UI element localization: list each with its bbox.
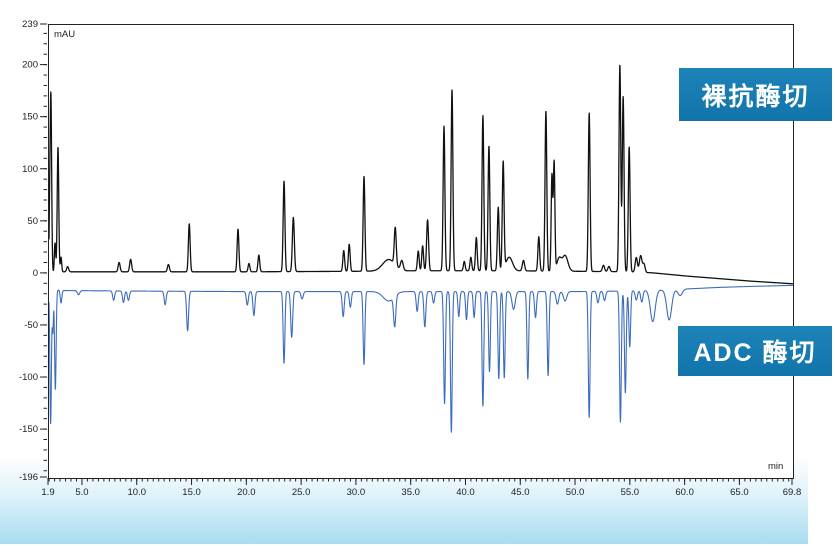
y-tick-label: 100 bbox=[22, 164, 38, 175]
traces-svg bbox=[49, 64, 793, 433]
y-tick-label: -100 bbox=[19, 372, 38, 383]
y-tick-label: 0 bbox=[33, 268, 38, 279]
y-tick-label: -150 bbox=[19, 424, 38, 435]
x-axis-unit-label: min bbox=[768, 461, 784, 472]
y-tick-label: 50 bbox=[27, 216, 38, 227]
label-adc-digest: ADC 酶切 bbox=[678, 326, 832, 376]
y-tick-label: 239 bbox=[22, 19, 38, 30]
y-tick-label: 200 bbox=[22, 60, 38, 71]
y-axis-unit-label: mAU bbox=[54, 29, 76, 40]
y-tick-label: 150 bbox=[22, 112, 38, 123]
trace-adc bbox=[49, 284, 793, 433]
y-tick-label: -50 bbox=[24, 320, 38, 331]
trace-naked-antibody bbox=[49, 64, 793, 285]
label-naked-antibody-digest: 裸抗酶切 bbox=[679, 68, 832, 121]
chromatogram-plot-area bbox=[48, 24, 794, 479]
